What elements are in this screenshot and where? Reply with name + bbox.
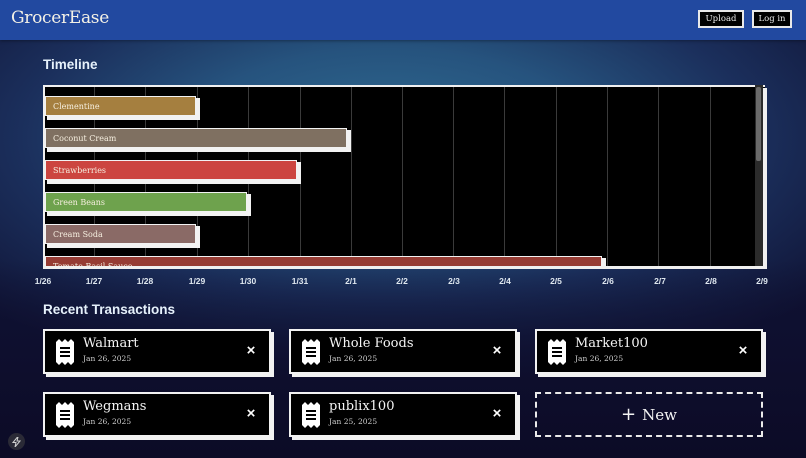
transaction-date: Jan 26, 2025: [83, 417, 132, 426]
scrollbar-thumb[interactable]: [756, 87, 761, 161]
timeline-title: Timeline: [43, 57, 98, 72]
gridline: [453, 87, 454, 269]
transactions-title: Recent Transactions: [43, 302, 176, 317]
close-icon[interactable]: ×: [246, 342, 256, 359]
axis-label: 2/8: [705, 276, 717, 286]
gridline: [351, 87, 352, 269]
brand-logo[interactable]: GrocerEase: [11, 8, 109, 28]
bar-clementine[interactable]: Clementine: [45, 96, 196, 116]
close-icon[interactable]: ×: [492, 342, 502, 359]
transaction-date: Jan 26, 2025: [83, 354, 132, 363]
axis-label: 2/6: [602, 276, 614, 286]
gridline: [607, 87, 608, 269]
axis-label: 1/29: [188, 276, 206, 286]
axis-label: 2/1: [345, 276, 357, 286]
bar-coconut-cream[interactable]: Coconut Cream: [45, 128, 347, 148]
transaction-card-publix100[interactable]: publix100 Jan 25, 2025 ×: [289, 392, 517, 437]
close-icon[interactable]: ×: [246, 405, 256, 422]
plus-icon: +: [621, 404, 637, 425]
bar-tomato-basil-sauce[interactable]: Tomato Basil Sauce: [45, 256, 602, 269]
bar-cream-soda[interactable]: Cream Soda: [45, 224, 196, 244]
axis-label: 1/31: [291, 276, 309, 286]
store-name: Walmart: [83, 336, 139, 351]
timeline-scrollbar[interactable]: [755, 85, 763, 269]
receipt-icon: [548, 339, 566, 365]
store-name: Wegmans: [83, 399, 147, 414]
axis-label: 2/3: [448, 276, 460, 286]
transaction-card-wegmans[interactable]: Wegmans Jan 26, 2025 ×: [43, 392, 271, 437]
gridline: [504, 87, 505, 269]
top-nav: GrocerEase Upload Log in: [0, 0, 806, 40]
bolt-icon: [12, 436, 21, 447]
store-name: Market100: [575, 336, 648, 351]
receipt-icon: [302, 339, 320, 365]
gridline: [402, 87, 403, 269]
close-icon[interactable]: ×: [738, 342, 748, 359]
login-button[interactable]: Log in: [752, 10, 792, 28]
close-icon[interactable]: ×: [492, 405, 502, 422]
bar-green-beans[interactable]: Green Beans: [45, 192, 247, 212]
axis-label: 1/30: [239, 276, 257, 286]
axis-label: 2/9: [756, 276, 768, 286]
chart-frame-bottom: [43, 266, 767, 269]
gridline: [556, 87, 557, 269]
timeline-chart: Clementine Coconut Cream Strawberries Gr…: [43, 85, 765, 269]
store-name: Whole Foods: [329, 336, 414, 351]
axis-label: 1/28: [136, 276, 154, 286]
chart-frame-right: [763, 88, 767, 269]
transaction-date: Jan 25, 2025: [329, 417, 378, 426]
upload-button[interactable]: Upload: [698, 10, 744, 28]
axis-label: 2/5: [550, 276, 562, 286]
new-label: New: [642, 405, 677, 424]
bolt-button[interactable]: [8, 433, 25, 450]
store-name: publix100: [329, 399, 395, 414]
bar-strawberries[interactable]: Strawberries: [45, 160, 297, 180]
gridline: [658, 87, 659, 269]
receipt-icon: [302, 402, 320, 428]
transaction-card-whole-foods[interactable]: Whole Foods Jan 26, 2025 ×: [289, 329, 517, 374]
new-transaction-button[interactable]: + New: [535, 392, 763, 437]
axis-label: 1/26: [34, 276, 52, 286]
gridline: [710, 87, 711, 269]
axis-label: 2/4: [499, 276, 511, 286]
receipt-icon: [56, 339, 74, 365]
axis-label: 2/7: [654, 276, 666, 286]
transaction-date: Jan 26, 2025: [575, 354, 624, 363]
axis-label: 2/2: [396, 276, 408, 286]
receipt-icon: [56, 402, 74, 428]
transaction-card-market100[interactable]: Market100 Jan 26, 2025 ×: [535, 329, 763, 374]
transaction-date: Jan 26, 2025: [329, 354, 378, 363]
axis-label: 1/27: [85, 276, 103, 286]
transaction-card-walmart[interactable]: Walmart Jan 26, 2025 ×: [43, 329, 271, 374]
